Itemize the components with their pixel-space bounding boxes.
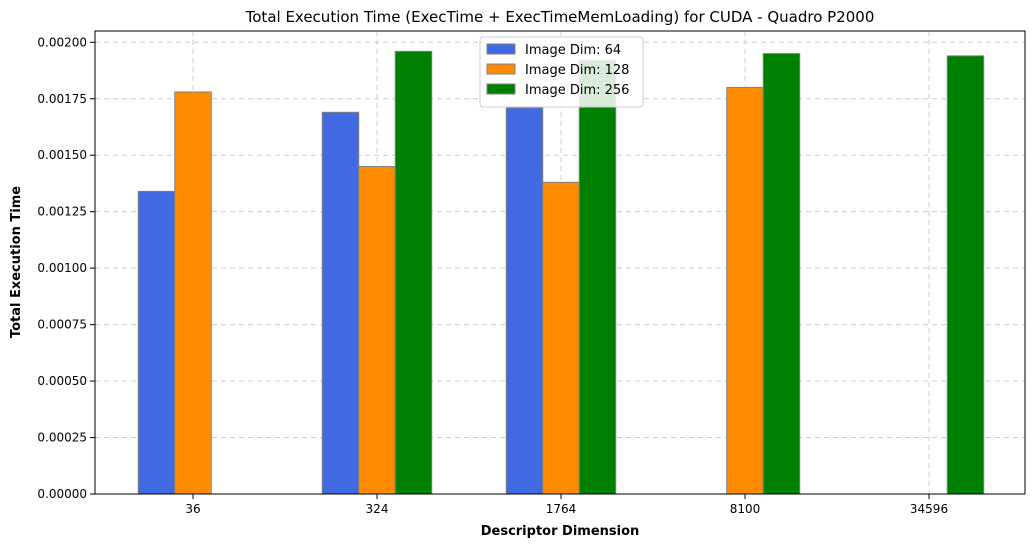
legend-label: Image Dim: 64 <box>525 43 621 58</box>
y-tick-label: 0.00125 <box>37 205 87 219</box>
plot-frame <box>94 30 1026 495</box>
legend-swatch <box>486 43 516 55</box>
bar <box>137 190 176 495</box>
bars <box>137 50 985 495</box>
y-tick-label: 0.00050 <box>37 374 87 388</box>
bar <box>394 50 433 495</box>
bar <box>726 86 764 495</box>
y-tick-label: 0.00100 <box>37 261 87 275</box>
y-tick-label: 0.00175 <box>37 92 87 106</box>
legend-label: Image Dim: 256 <box>525 83 629 98</box>
legend: Image Dim: 64 Image Dim: 128 Image Dim: 25… <box>479 36 644 108</box>
x-tick-label: 36 <box>185 502 200 516</box>
grid <box>95 31 1025 495</box>
bar <box>762 53 801 495</box>
bar <box>542 181 580 495</box>
y-tick-label: 0.00075 <box>37 318 87 332</box>
y-axis-label: Total Execution Time <box>9 186 24 338</box>
chart-title: Total Execution Time (ExecTime + ExecTim… <box>245 8 875 26</box>
legend-frame <box>479 36 644 108</box>
y-tick-label: 0.00025 <box>37 431 87 445</box>
legend-swatch <box>486 63 516 75</box>
legend-label: Image Dim: 128 <box>525 63 629 78</box>
legend-swatch <box>486 83 516 95</box>
y-tick-label: 0.00150 <box>37 148 87 162</box>
x-axis: 36 324 1764 8100 34596 <box>185 494 948 516</box>
x-tick-label: 34596 <box>910 502 948 516</box>
bar <box>174 91 212 495</box>
bar <box>578 59 617 495</box>
y-axis: 0.00000 0.00025 0.00050 0.00075 0.00100 0.001… <box>37 35 95 501</box>
y-tick-label: 0.00000 <box>37 487 87 501</box>
x-tick-label: 8100 <box>730 502 761 516</box>
bar <box>946 55 985 495</box>
bar <box>358 166 396 495</box>
y-tick-label: 0.00200 <box>37 35 87 49</box>
x-tick-label: 324 <box>366 502 389 516</box>
bar <box>505 107 544 495</box>
x-axis-label: Descriptor Dimension <box>481 524 640 539</box>
x-tick-label: 1764 <box>546 502 577 516</box>
bar <box>321 111 360 495</box>
